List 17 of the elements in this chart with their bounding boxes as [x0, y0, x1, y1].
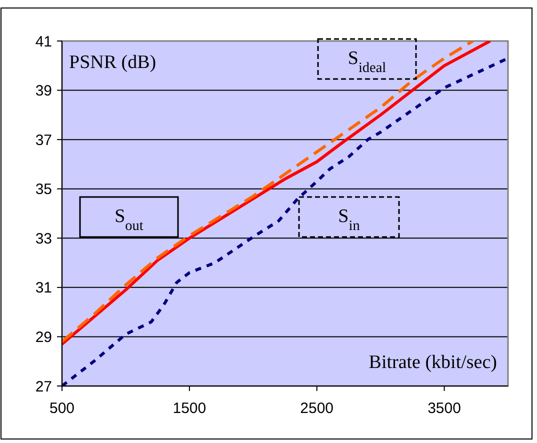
x-tick-label: 1500 [172, 400, 206, 417]
y-tick-label: 27 [35, 378, 52, 396]
series-label: S$_{ideal}$ [348, 48, 386, 76]
series-label: S$_{in}$ [338, 206, 360, 234]
y-tick-label: 29 [35, 328, 52, 346]
x-tick-label: 3500 [428, 400, 461, 417]
x-tick-label: 500 [49, 400, 75, 417]
y-tick-label: 33 [35, 230, 52, 248]
x-axis-title: Bitrate (kbit/sec) [368, 352, 497, 373]
y-tick-label: 35 [35, 181, 52, 198]
series-label: S$_{out}$ [114, 206, 144, 234]
y-axis-title: PSNR (dB) [69, 52, 156, 73]
y-tick-label: 37 [35, 132, 52, 149]
y-tick-label: 39 [35, 82, 52, 100]
y-tick-label: 41 [35, 33, 52, 50]
x-tick-label: 2500 [300, 400, 334, 417]
y-tick-label: 31 [35, 280, 52, 297]
